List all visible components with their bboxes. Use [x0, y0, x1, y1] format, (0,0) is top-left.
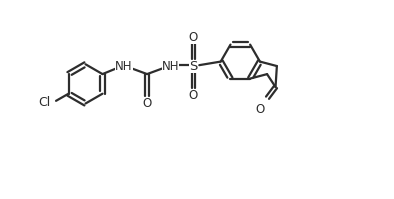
Text: O: O — [256, 102, 265, 116]
Text: O: O — [189, 31, 198, 44]
Text: O: O — [189, 89, 198, 102]
Text: NH: NH — [162, 60, 179, 73]
Text: NH: NH — [115, 60, 133, 73]
Text: O: O — [143, 97, 152, 110]
Text: S: S — [189, 60, 198, 73]
Text: Cl: Cl — [38, 96, 50, 109]
